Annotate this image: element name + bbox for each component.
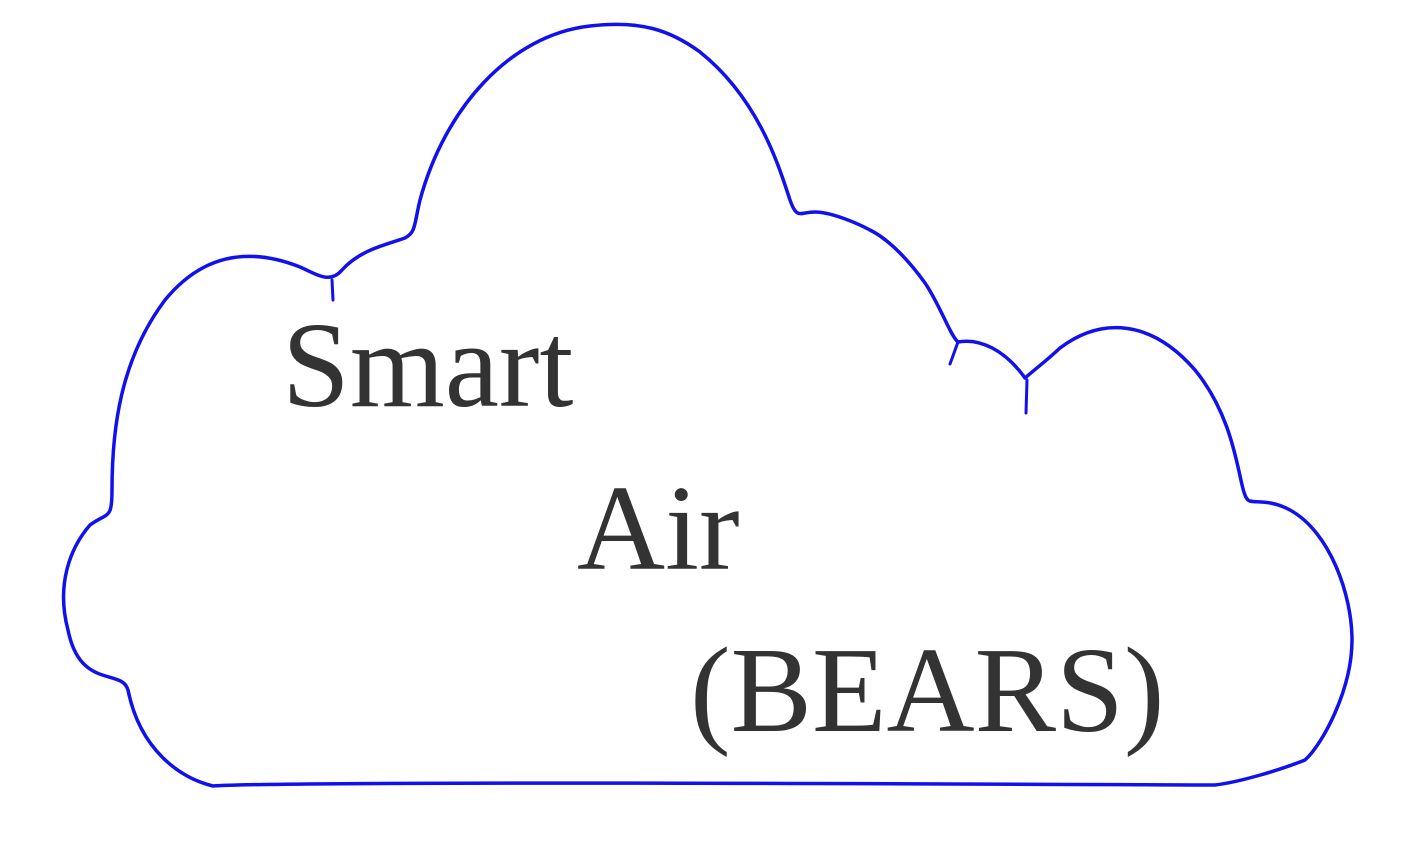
cloud-seam-mark-left xyxy=(330,278,335,302)
cloud-text-line-2: Air xyxy=(577,461,740,596)
cloud-seam-mark-middle xyxy=(948,340,960,366)
cloud-shape xyxy=(61,22,1354,788)
cloud-text-line-1: Smart xyxy=(282,298,574,433)
cloud-outline xyxy=(61,22,1354,788)
cloud-seam-mark-right xyxy=(1024,378,1029,415)
cloud-text-line-3: (BEARS) xyxy=(690,623,1164,758)
